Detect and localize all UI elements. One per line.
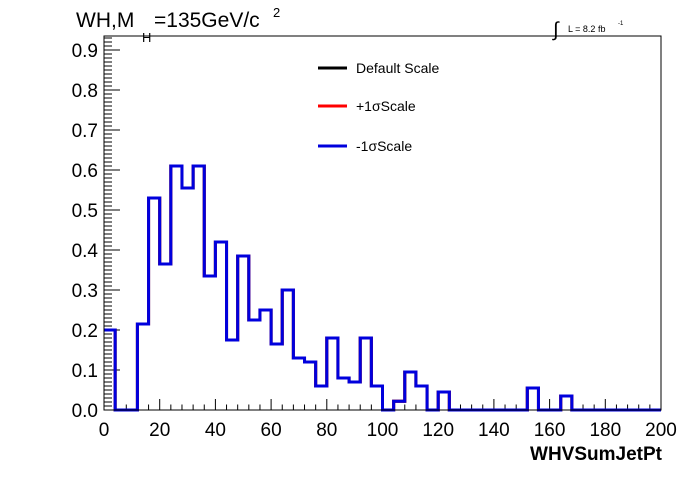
chart-title-subscript: H: [142, 30, 151, 45]
luminosity-superscript: -1: [618, 21, 624, 27]
plot-frame: [103, 35, 662, 411]
x-axis-title: WHVSumJetPt: [530, 444, 663, 465]
luminosity-integral-symbol: ∫: [552, 19, 560, 41]
legend-label-1: +1σScale: [356, 98, 416, 114]
y-tick-label: 0.4: [72, 241, 99, 262]
x-tick-label: 80: [316, 420, 337, 441]
x-tick-label: 140: [478, 420, 510, 441]
luminosity-label: L = 8.2 fb: [568, 24, 605, 34]
x-tick-label: 0: [99, 420, 110, 441]
legend-label-2: -1σScale: [356, 138, 412, 154]
y-tick-label: 0.9: [72, 41, 98, 62]
y-tick-label: 0.0: [72, 401, 98, 422]
series-line-2: [104, 164, 661, 412]
x-tick-label: 200: [645, 420, 677, 441]
x-tick-label: 40: [205, 420, 226, 441]
chart-title-superscript: 2: [273, 5, 280, 20]
chart-title-rest: =135GeV/c: [154, 9, 260, 32]
histogram-series: [104, 164, 661, 412]
axes: 0 20 40 60 80 100 120 140 160 180 200 0.0 0.1 0.2 0.3 0…: [72, 37, 677, 441]
x-tick-label: 120: [422, 420, 454, 441]
series-line-1: [104, 164, 661, 412]
y-tick-label: 0.3: [72, 281, 98, 302]
series-line-0: [104, 164, 661, 412]
y-tick-label: 0.6: [72, 161, 98, 182]
legend-label-0: Default Scale: [356, 60, 439, 76]
y-tick-label: 0.1: [72, 361, 98, 382]
x-tick-label: 160: [534, 420, 566, 441]
x-tick-label: 100: [367, 420, 399, 441]
y-tick-label: 0.5: [72, 201, 98, 222]
x-tick-label: 60: [261, 420, 282, 441]
y-tick-label: 0.2: [72, 321, 98, 342]
y-tick-label: 0.8: [72, 81, 98, 102]
chart-title-main: WH,M: [76, 9, 134, 32]
x-tick-label: 20: [149, 420, 170, 441]
y-tick-label: 0.7: [72, 121, 98, 142]
legend: Default Scale +1σScale -1σScale: [318, 60, 439, 154]
x-tick-label: 180: [589, 420, 621, 441]
